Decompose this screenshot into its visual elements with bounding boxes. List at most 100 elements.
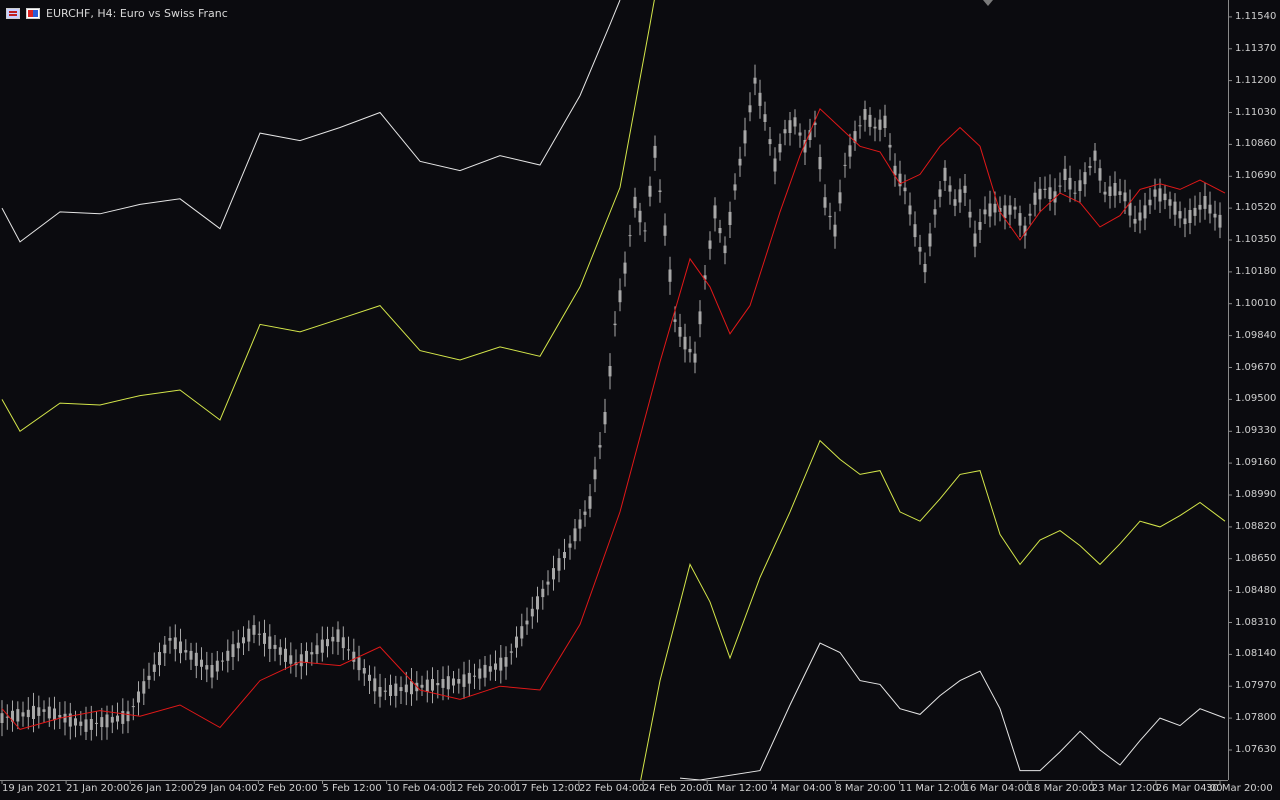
candle-body	[733, 184, 737, 191]
candle-body	[1053, 191, 1057, 203]
candle-body	[315, 645, 319, 655]
time-tick-label: 12 Feb 20:00	[450, 783, 517, 794]
candle-body	[1108, 186, 1112, 196]
candle-body	[858, 125, 862, 127]
band-upper-inner-line	[1, 0, 655, 433]
time-tick-label: 8 Mar 20:00	[835, 783, 896, 794]
candle-body	[194, 652, 198, 666]
candle-body	[753, 77, 757, 84]
candle-body	[963, 185, 967, 193]
candle-body	[1163, 193, 1167, 201]
candle-body	[803, 140, 807, 153]
candle-body	[898, 173, 902, 187]
candle-body	[593, 469, 597, 480]
candle-body	[11, 710, 14, 722]
price-tick-label: 1.11030	[1235, 106, 1277, 118]
candle-body	[758, 92, 762, 106]
candle-body	[546, 581, 550, 585]
chf-flag-icon	[26, 7, 40, 19]
candle-body	[378, 687, 382, 697]
time-tick-label: 11 Mar 12:00	[899, 783, 967, 794]
candle-body	[373, 678, 377, 692]
candle-body	[1058, 185, 1062, 187]
candle-body	[357, 657, 361, 671]
candle-body	[137, 691, 140, 703]
candle-body	[168, 638, 172, 641]
candle-body	[588, 496, 592, 509]
candle-body	[1123, 192, 1127, 202]
candle-body	[305, 650, 308, 663]
candle-body	[483, 664, 487, 678]
candle-body	[1133, 218, 1137, 224]
candle-body	[768, 139, 772, 145]
candle-body	[863, 109, 867, 120]
time-tick-label: 1 Mar 12:00	[707, 783, 768, 794]
candle-body	[1068, 177, 1072, 190]
candle-body	[793, 117, 797, 127]
candle-body	[441, 679, 445, 688]
candle-body	[462, 674, 466, 687]
candle-body	[928, 233, 932, 247]
candle-body	[818, 157, 822, 170]
candle-body	[452, 678, 455, 686]
candle-body	[252, 625, 256, 635]
time-tick-label: 10 Feb 04:00	[386, 783, 453, 794]
candle-body	[1203, 196, 1207, 209]
candle-body	[74, 718, 77, 726]
candle-body	[973, 233, 977, 247]
candle-body	[1128, 202, 1132, 216]
candle-body	[410, 681, 413, 695]
candle-body	[833, 224, 837, 237]
candle-body	[89, 719, 93, 730]
price-tick-label: 1.07630	[1235, 744, 1277, 755]
candle-body	[678, 327, 682, 337]
candle-body	[1043, 188, 1047, 190]
candle-body	[525, 620, 529, 625]
candle-body	[633, 196, 637, 209]
candle-body	[32, 705, 35, 719]
candle-body	[1208, 204, 1212, 214]
candle-body	[808, 130, 812, 140]
candle-body	[988, 203, 992, 217]
candle-body	[723, 245, 727, 254]
candle-body	[530, 608, 534, 617]
price-tick-label: 1.09840	[1235, 329, 1277, 341]
candle-body	[163, 644, 167, 654]
candle-body	[205, 665, 209, 670]
shift-marker-icon[interactable]	[983, 0, 993, 6]
candle-body	[336, 629, 340, 642]
candle-body	[473, 675, 476, 677]
band-lower-inner-line	[640, 439, 1226, 780]
candle-body	[173, 637, 177, 650]
candle-body	[504, 657, 508, 667]
price-tick-label: 1.09670	[1235, 361, 1277, 373]
candle-body	[310, 652, 314, 655]
candle-body	[1158, 188, 1162, 202]
candle-body	[563, 552, 566, 559]
candle-body	[573, 528, 577, 542]
candle-body	[147, 675, 151, 680]
candle-body	[189, 650, 193, 660]
candle-body	[788, 120, 792, 133]
price-tick-label: 1.08990	[1235, 489, 1277, 500]
candle-body	[320, 639, 324, 653]
chart-area[interactable]	[0, 0, 1232, 784]
candle-body	[1073, 192, 1077, 194]
candle-body	[142, 681, 146, 694]
price-tick-label: 1.08310	[1235, 616, 1277, 628]
candle-body	[948, 185, 952, 192]
candle-body	[47, 706, 51, 719]
candle-body	[608, 366, 612, 377]
candle-body	[231, 644, 235, 657]
candle-body	[908, 205, 912, 215]
candle-body	[515, 636, 518, 648]
candle-body	[488, 666, 492, 672]
candle-body	[748, 105, 752, 113]
candle-body	[446, 676, 450, 690]
candle-body	[698, 311, 702, 325]
candle-body	[643, 230, 647, 232]
price-tick-label: 1.11370	[1235, 42, 1277, 54]
candle-body	[613, 323, 617, 326]
candle-body	[389, 684, 392, 696]
